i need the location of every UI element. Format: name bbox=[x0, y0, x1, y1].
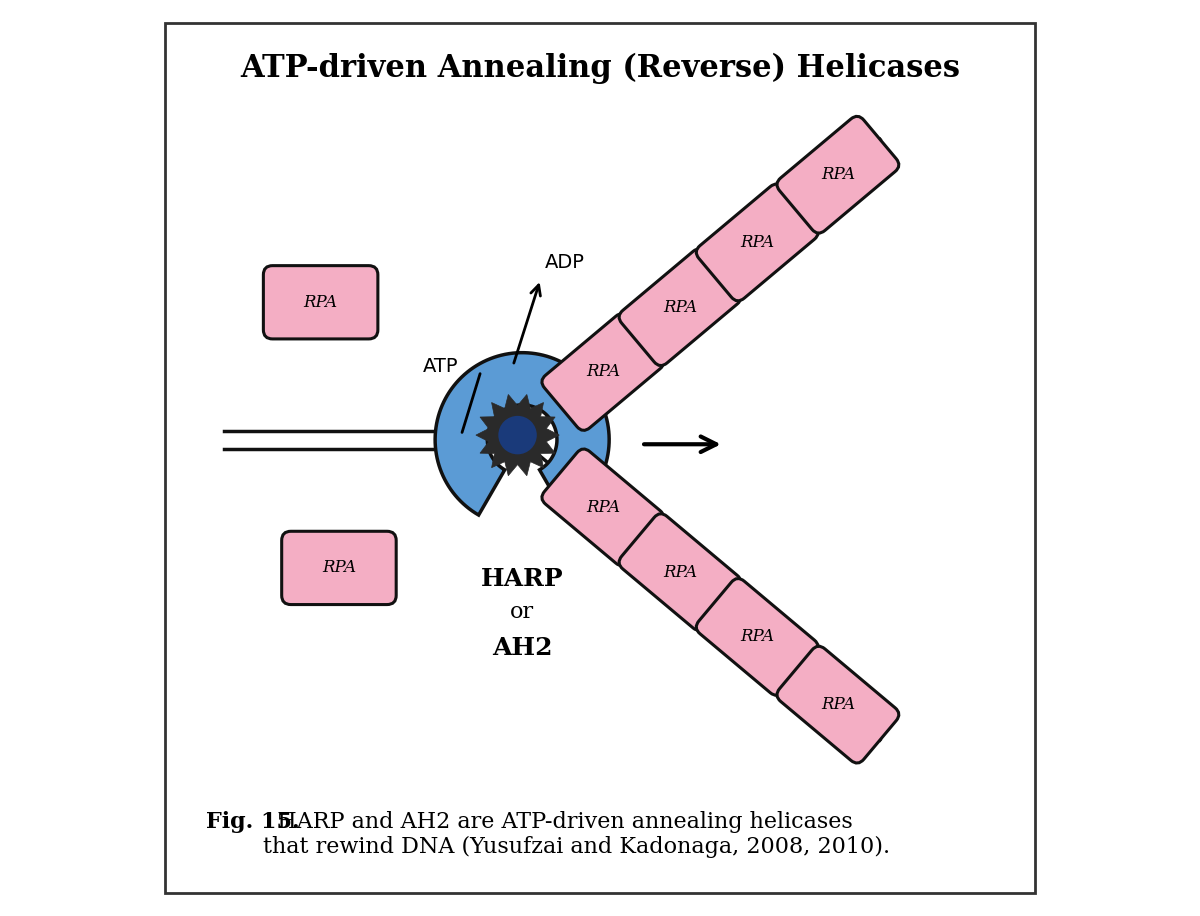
Text: RPA: RPA bbox=[821, 696, 854, 714]
Text: or: or bbox=[510, 601, 534, 623]
FancyBboxPatch shape bbox=[282, 531, 396, 605]
Text: RPA: RPA bbox=[662, 563, 697, 581]
Circle shape bbox=[498, 416, 536, 454]
Text: RPA: RPA bbox=[586, 364, 620, 380]
FancyBboxPatch shape bbox=[619, 249, 742, 365]
Text: HARP: HARP bbox=[481, 567, 564, 591]
FancyBboxPatch shape bbox=[776, 646, 899, 763]
Text: ADP: ADP bbox=[545, 253, 584, 272]
Text: HARP and AH2 are ATP-driven annealing helicases
that rewind DNA (Yusufzai and Ka: HARP and AH2 are ATP-driven annealing he… bbox=[263, 811, 890, 858]
FancyBboxPatch shape bbox=[776, 116, 899, 234]
FancyBboxPatch shape bbox=[696, 184, 818, 300]
Text: RPA: RPA bbox=[586, 499, 620, 516]
Text: ATP: ATP bbox=[422, 357, 458, 376]
Text: RPA: RPA bbox=[304, 294, 337, 311]
Text: ATP-driven Annealing (Reverse) Helicases: ATP-driven Annealing (Reverse) Helicases bbox=[240, 53, 960, 84]
Polygon shape bbox=[436, 353, 610, 515]
FancyBboxPatch shape bbox=[263, 266, 378, 339]
Text: AH2: AH2 bbox=[492, 636, 552, 660]
Text: RPA: RPA bbox=[662, 299, 697, 316]
Polygon shape bbox=[476, 395, 559, 475]
FancyBboxPatch shape bbox=[696, 579, 818, 695]
FancyBboxPatch shape bbox=[542, 449, 664, 566]
Text: Fig. 15.: Fig. 15. bbox=[206, 811, 300, 833]
Text: RPA: RPA bbox=[322, 560, 356, 576]
Text: RPA: RPA bbox=[821, 166, 854, 183]
Text: RPA: RPA bbox=[740, 628, 774, 646]
Text: RPA: RPA bbox=[740, 234, 774, 251]
FancyBboxPatch shape bbox=[619, 514, 742, 630]
FancyBboxPatch shape bbox=[542, 313, 664, 431]
